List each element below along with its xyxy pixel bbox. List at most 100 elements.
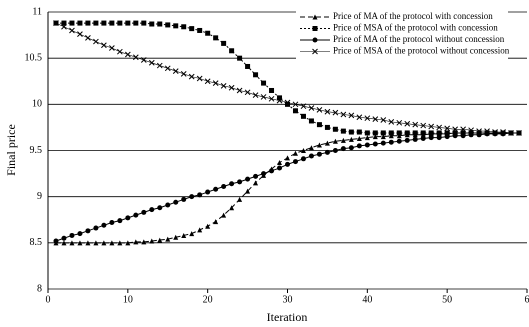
marker [157, 205, 163, 211]
marker [117, 20, 123, 26]
marker [444, 125, 451, 132]
marker [181, 196, 187, 202]
marker [189, 231, 195, 237]
marker [165, 236, 171, 242]
y-tick-label: 10 [32, 99, 42, 110]
marker [141, 20, 147, 26]
marker [476, 128, 482, 134]
marker [364, 135, 370, 141]
marker [77, 240, 83, 246]
marker [436, 130, 442, 136]
marker [412, 121, 419, 128]
marker [332, 138, 338, 144]
marker [285, 155, 290, 161]
y-tick-label: 9 [37, 191, 42, 202]
marker [189, 194, 195, 200]
marker [428, 135, 434, 141]
marker [220, 83, 227, 89]
y-tick-label: 10.5 [25, 52, 43, 63]
series-line [55, 132, 520, 242]
marker [444, 130, 450, 136]
marker [420, 122, 427, 129]
x-tick-label: 0 [46, 294, 51, 305]
marker [340, 146, 346, 152]
marker [372, 116, 379, 122]
marker [237, 196, 243, 202]
marker [285, 101, 290, 107]
marker [356, 135, 362, 141]
marker [132, 54, 139, 61]
marker [460, 126, 466, 133]
legend-label: Price of MSA of the protocol without con… [333, 46, 510, 56]
marker [77, 20, 83, 26]
marker [205, 189, 211, 195]
marker [260, 94, 267, 100]
marker [388, 133, 394, 139]
marker [308, 118, 314, 124]
marker [300, 103, 307, 110]
marker [332, 148, 338, 153]
marker [516, 130, 522, 136]
marker [61, 20, 67, 26]
marker [269, 168, 275, 174]
marker [189, 26, 195, 32]
marker [229, 205, 235, 211]
marker [340, 111, 347, 118]
marker [196, 75, 203, 82]
marker [133, 212, 139, 218]
marker [93, 38, 99, 45]
marker [436, 135, 442, 141]
marker [69, 240, 75, 246]
marker [85, 20, 91, 26]
marker [85, 228, 91, 234]
marker [61, 23, 67, 30]
marker [312, 37, 318, 43]
marker [396, 119, 403, 126]
marker [312, 26, 318, 31]
marker [165, 22, 171, 28]
marker [77, 31, 83, 38]
marker [125, 215, 131, 221]
marker [468, 127, 474, 134]
marker [312, 14, 318, 20]
marker [109, 20, 115, 26]
marker [221, 40, 227, 46]
marker [356, 129, 362, 135]
marker [53, 238, 59, 244]
marker [324, 124, 330, 130]
marker [77, 231, 83, 237]
x-axis-label: Iteration [267, 310, 308, 324]
marker [109, 45, 115, 51]
marker [61, 235, 67, 241]
marker [388, 119, 395, 125]
marker [277, 165, 283, 171]
marker [444, 134, 450, 140]
marker [348, 145, 354, 151]
marker [165, 202, 171, 208]
marker [468, 132, 474, 138]
marker [308, 105, 315, 111]
marker [149, 21, 155, 27]
marker [356, 114, 363, 121]
marker [412, 130, 418, 136]
marker [149, 238, 155, 244]
marker [237, 55, 243, 61]
marker [253, 72, 259, 78]
marker [428, 130, 434, 136]
marker [324, 108, 331, 115]
marker [364, 130, 370, 136]
marker [133, 20, 139, 26]
marker [348, 112, 355, 119]
marker [197, 27, 203, 33]
marker [340, 137, 346, 143]
marker [420, 135, 426, 141]
marker [492, 129, 498, 135]
marker [300, 156, 306, 162]
marker [452, 133, 458, 139]
marker [508, 130, 514, 136]
marker [164, 65, 171, 72]
marker [116, 48, 123, 55]
marker [300, 148, 306, 153]
